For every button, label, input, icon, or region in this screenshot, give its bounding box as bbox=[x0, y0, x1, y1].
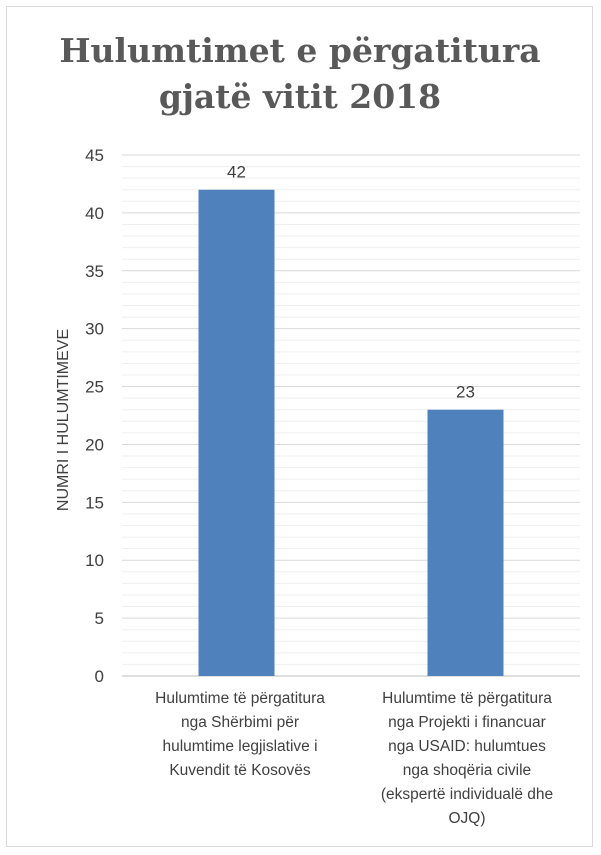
category-label-line: hulumtime legjislative i bbox=[162, 738, 318, 755]
y-tick-label: 15 bbox=[85, 493, 104, 512]
category-label-line: nga shoqëria civile bbox=[402, 762, 532, 779]
bar-layer bbox=[198, 189, 504, 676]
chart-title: Hulumtimet e përgatitura gjatë vitit 201… bbox=[40, 28, 560, 120]
data-label-1: 42 bbox=[227, 163, 246, 182]
bar-1 bbox=[198, 189, 275, 676]
category-label-line: Hulumtime të përgatitura bbox=[155, 690, 325, 707]
category-label-line: nga USAID: hulumtues bbox=[388, 738, 546, 755]
data-label-2: 23 bbox=[456, 383, 475, 402]
category-label-line: OJQ) bbox=[448, 810, 486, 827]
category-label-line: nga Shërbimi për bbox=[180, 714, 300, 731]
category-label-2: Hulumtime të përgatitura nga Projekti i f… bbox=[349, 687, 585, 831]
category-label-line: Kuvendit të Kosovës bbox=[169, 762, 311, 779]
y-tick-label: 30 bbox=[85, 320, 104, 339]
label-layer: 0 5 10 15 20 25 30 35 40 45 42 23 bbox=[85, 146, 475, 686]
category-label-line: (ekspertë individualë dhe bbox=[380, 786, 554, 803]
chart-title-line-1: Hulumtimet e përgatitura bbox=[59, 31, 541, 70]
y-tick-label: 10 bbox=[85, 551, 104, 570]
grid-layer bbox=[122, 154, 580, 677]
y-tick-label: 5 bbox=[95, 609, 104, 628]
y-tick-label: 0 bbox=[95, 667, 104, 686]
category-label-1: Hulumtime të përgatitura nga Shërbimi për… bbox=[122, 687, 358, 783]
y-tick-label: 35 bbox=[85, 262, 104, 281]
y-tick-label: 20 bbox=[85, 435, 104, 454]
bar-2 bbox=[427, 409, 504, 676]
category-label-line: Hulumtime të përgatitura bbox=[382, 690, 552, 707]
y-axis-title: NUMRI I HULUMTIMEVE bbox=[55, 329, 72, 511]
y-tick-label: 45 bbox=[85, 146, 104, 165]
category-label-line: nga Projekti i financuar bbox=[388, 714, 546, 731]
chart-title-line-2: gjatë vitit 2018 bbox=[158, 77, 442, 116]
y-tick-label: 40 bbox=[85, 204, 104, 223]
y-tick-label: 25 bbox=[85, 378, 104, 397]
